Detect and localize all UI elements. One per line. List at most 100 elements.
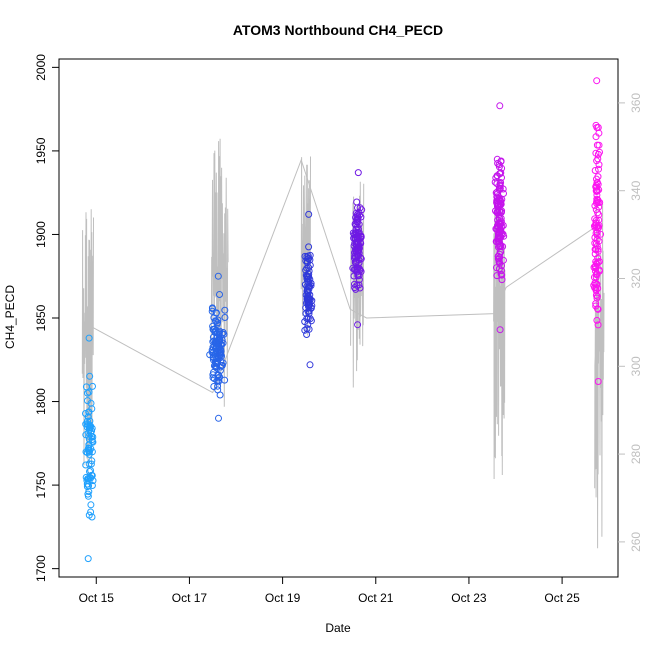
data-point bbox=[303, 275, 311, 283]
data-point bbox=[305, 303, 312, 311]
secondary-spike-5 bbox=[594, 203, 605, 549]
data-point bbox=[493, 208, 501, 216]
data-point bbox=[214, 382, 222, 390]
data-point bbox=[356, 235, 364, 243]
data-point bbox=[594, 321, 602, 329]
y-tick-label: 1750 bbox=[34, 471, 48, 498]
data-point bbox=[355, 259, 363, 267]
data-point bbox=[591, 263, 599, 271]
data-point bbox=[82, 383, 90, 391]
data-point bbox=[354, 225, 362, 233]
data-point bbox=[497, 179, 505, 186]
data-point bbox=[86, 447, 94, 455]
data-point bbox=[493, 272, 501, 280]
data-point bbox=[354, 214, 362, 222]
data-point bbox=[305, 264, 313, 272]
points-layer bbox=[82, 77, 605, 563]
data-point bbox=[212, 355, 220, 363]
data-point bbox=[593, 316, 601, 324]
y-axis: 1700 1750 1800 1850 1900 1950 2000 bbox=[34, 54, 59, 582]
data-point bbox=[87, 422, 95, 430]
data-point bbox=[215, 414, 222, 422]
data-point bbox=[354, 272, 362, 280]
data-point bbox=[87, 501, 95, 509]
data-point bbox=[307, 317, 315, 325]
data-point bbox=[593, 157, 601, 165]
secondary-spike-4 bbox=[493, 196, 506, 480]
data-point bbox=[594, 222, 602, 230]
data-point bbox=[591, 215, 599, 223]
data-point bbox=[494, 159, 502, 167]
data-point bbox=[86, 372, 94, 380]
data-point bbox=[354, 204, 361, 212]
data-point bbox=[496, 102, 504, 110]
data-point bbox=[214, 272, 222, 280]
data-point bbox=[221, 314, 229, 321]
data-point bbox=[498, 271, 506, 279]
data-point bbox=[594, 378, 602, 385]
data-point bbox=[499, 222, 507, 229]
data-point bbox=[353, 253, 361, 261]
data-point bbox=[217, 351, 225, 359]
y-tick-label: 1950 bbox=[34, 137, 48, 164]
data-point bbox=[306, 275, 314, 283]
data-point bbox=[221, 376, 229, 384]
data-point bbox=[498, 276, 506, 284]
data-point bbox=[354, 169, 362, 177]
data-point bbox=[213, 363, 221, 371]
data-point bbox=[208, 307, 216, 315]
data-point bbox=[214, 374, 222, 382]
data-point bbox=[597, 230, 605, 238]
data-point bbox=[595, 211, 603, 219]
data-point bbox=[304, 308, 312, 315]
data-point bbox=[498, 267, 505, 275]
y2-tick-label: 320 bbox=[629, 268, 643, 288]
y2-tick-label: 280 bbox=[629, 444, 643, 464]
data-point bbox=[221, 306, 229, 314]
data-point bbox=[306, 294, 313, 302]
data-point bbox=[358, 206, 366, 214]
data-point bbox=[208, 304, 216, 312]
data-point bbox=[88, 513, 96, 521]
data-point bbox=[85, 334, 93, 342]
data-point bbox=[214, 319, 222, 327]
data-point bbox=[306, 361, 314, 369]
data-point bbox=[356, 204, 364, 212]
data-point bbox=[305, 325, 313, 333]
y-axis-label: CH4_PECD bbox=[3, 285, 17, 349]
data-point bbox=[305, 210, 313, 218]
data-point bbox=[499, 185, 507, 193]
secondary-y-axis: 260 280 300 320 340 360 bbox=[618, 93, 643, 552]
data-point bbox=[87, 467, 95, 474]
data-point bbox=[595, 203, 603, 211]
data-point bbox=[85, 482, 93, 490]
data-point bbox=[497, 157, 505, 165]
y-tick-label: 1850 bbox=[34, 304, 48, 331]
data-point bbox=[305, 243, 313, 251]
data-point bbox=[84, 555, 92, 563]
data-point bbox=[88, 448, 96, 456]
data-point bbox=[492, 225, 500, 233]
data-point bbox=[494, 235, 502, 243]
data-point bbox=[87, 474, 95, 482]
data-point bbox=[595, 165, 602, 173]
x-tick-label: Oct 17 bbox=[172, 591, 208, 605]
secondary-connector-line bbox=[91, 158, 598, 394]
y2-tick-label: 300 bbox=[629, 356, 643, 376]
data-point bbox=[219, 339, 227, 347]
y2-tick-label: 340 bbox=[629, 180, 643, 200]
data-point bbox=[496, 214, 503, 222]
data-point bbox=[302, 257, 310, 265]
data-point bbox=[84, 413, 92, 421]
data-point bbox=[209, 354, 217, 362]
data-point bbox=[86, 417, 94, 425]
data-point bbox=[491, 178, 499, 186]
data-point bbox=[354, 244, 362, 252]
y-tick-label: 1900 bbox=[34, 221, 48, 248]
data-point bbox=[496, 225, 504, 233]
data-point bbox=[593, 271, 600, 279]
data-point bbox=[214, 386, 222, 394]
x-tick-label: Oct 19 bbox=[265, 591, 301, 605]
data-point bbox=[593, 77, 601, 85]
